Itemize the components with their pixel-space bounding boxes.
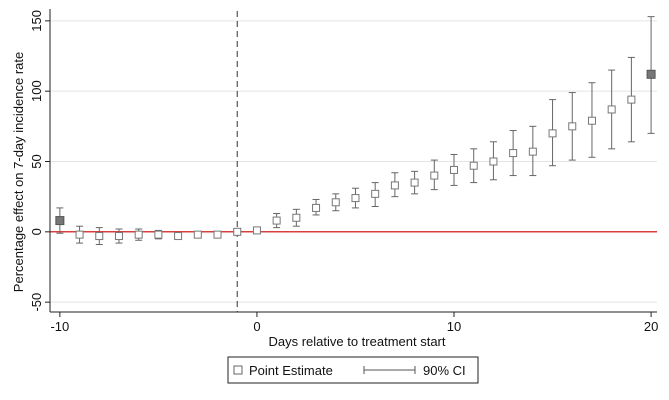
point-estimate-marker [174, 232, 183, 241]
legend-point-marker [233, 365, 243, 375]
point-estimate-marker [627, 95, 636, 104]
point-estimate-marker [587, 116, 596, 125]
point-estimate-marker [568, 122, 577, 131]
point-estimate-marker [193, 230, 202, 239]
y-tick-label: 150 [29, 10, 44, 32]
x-axis-title: Days relative to treatment start [268, 334, 445, 349]
point-estimate-marker [469, 161, 478, 170]
point-estimate-marker [646, 69, 656, 79]
y-axis-title: Percentage effect on 7-day incidence rat… [11, 52, 26, 292]
point-estimate-marker [430, 171, 439, 180]
point-estimate-marker [95, 232, 104, 241]
legend-ci-label: 90% CI [423, 363, 466, 378]
legend: Point Estimate 90% CI [227, 356, 479, 384]
point-estimate-marker [252, 226, 261, 235]
point-estimate-marker [292, 213, 301, 222]
point-estimate-marker [528, 147, 537, 156]
point-estimate-marker [548, 129, 557, 138]
point-estimate-marker [75, 230, 84, 239]
point-series [55, 69, 656, 241]
point-estimate-marker [154, 230, 163, 239]
x-tick-label: -10 [50, 319, 69, 334]
point-estimate-marker [233, 227, 242, 236]
point-estimate-marker [312, 203, 321, 212]
x-tick-label: 20 [644, 319, 658, 334]
grid-lines [50, 20, 657, 303]
x-tick-label: 0 [253, 319, 260, 334]
y-tick-label: 0 [29, 228, 44, 235]
point-estimate-marker [351, 194, 360, 203]
point-estimate-marker [509, 149, 518, 158]
y-tick-label: 50 [29, 154, 44, 168]
ci-series [56, 16, 655, 245]
point-estimate-marker [331, 198, 340, 207]
point-estimate-marker [450, 165, 459, 174]
y-tick-label: -50 [29, 293, 44, 312]
point-estimate-marker [371, 189, 380, 198]
point-estimate-marker [489, 157, 498, 166]
point-estimate-marker [410, 178, 419, 187]
axes: -50 0 50 100 150 -10 0 10 20 [29, 9, 658, 334]
y-tick-label: 100 [29, 80, 44, 102]
point-estimate-marker [390, 181, 399, 190]
x-tick-label: 10 [447, 319, 461, 334]
legend-point-label: Point Estimate [249, 363, 333, 378]
point-estimate-marker [134, 230, 143, 239]
legend-box [227, 356, 479, 384]
point-estimate-marker [272, 216, 281, 225]
point-estimate-marker [213, 230, 222, 239]
reference-lines [50, 11, 657, 312]
point-estimate-marker [55, 216, 65, 226]
point-estimate-marker [607, 105, 616, 114]
point-estimate-marker [114, 232, 123, 241]
